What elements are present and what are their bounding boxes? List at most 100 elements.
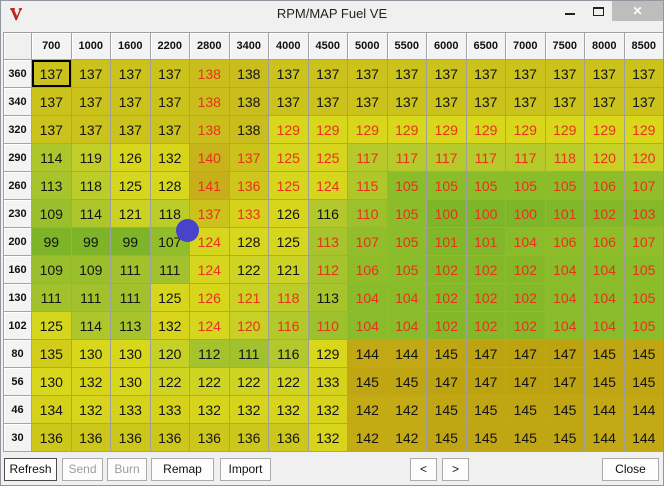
table-cell[interactable]: 129 [585, 116, 625, 144]
table-cell[interactable]: 144 [624, 396, 663, 424]
col-header-4500[interactable]: 4500 [308, 33, 348, 60]
table-cell[interactable]: 104 [545, 312, 585, 340]
table-cell[interactable]: 145 [348, 368, 388, 396]
table-cell[interactable]: 102 [466, 256, 506, 284]
table-cell[interactable]: 105 [387, 228, 427, 256]
row-header-360[interactable]: 360 [4, 60, 32, 88]
table-cell[interactable]: 137 [624, 88, 663, 116]
table-cell[interactable]: 125 [111, 172, 151, 200]
table-cell[interactable]: 104 [348, 284, 388, 312]
next-table-button[interactable]: > [442, 458, 469, 481]
table-cell[interactable]: 109 [32, 256, 72, 284]
prev-table-button[interactable]: < [410, 458, 437, 481]
table-cell[interactable]: 107 [624, 228, 663, 256]
table-cell[interactable]: 137 [71, 60, 111, 88]
col-header-2200[interactable]: 2200 [150, 33, 190, 60]
table-cell[interactable]: 102 [427, 284, 467, 312]
table-cell[interactable]: 132 [269, 396, 309, 424]
table-cell[interactable]: 120 [229, 312, 269, 340]
table-cell[interactable]: 106 [585, 172, 625, 200]
col-header-2800[interactable]: 2800 [190, 33, 230, 60]
table-cell[interactable]: 144 [585, 396, 625, 424]
table-cell[interactable]: 112 [190, 340, 230, 368]
table-cell[interactable]: 122 [150, 368, 190, 396]
table-cell[interactable]: 122 [229, 256, 269, 284]
table-cell[interactable]: 145 [427, 396, 467, 424]
table-cell[interactable]: 138 [190, 60, 230, 88]
table-cell[interactable]: 109 [32, 200, 72, 228]
col-header-6500[interactable]: 6500 [466, 33, 506, 60]
minimize-button[interactable] [555, 1, 585, 21]
table-cell[interactable]: 114 [71, 312, 111, 340]
table-cell[interactable]: 132 [150, 312, 190, 340]
table-cell[interactable]: 117 [506, 144, 546, 172]
table-cell[interactable]: 121 [111, 200, 151, 228]
table-cell[interactable]: 129 [308, 340, 348, 368]
table-cell[interactable]: 132 [229, 396, 269, 424]
table-cell[interactable]: 142 [387, 424, 427, 452]
table-cell[interactable]: 125 [269, 228, 309, 256]
table-cell[interactable]: 110 [348, 200, 388, 228]
table-cell[interactable]: 137 [32, 60, 72, 88]
table-cell[interactable]: 137 [150, 88, 190, 116]
table-cell[interactable]: 145 [387, 368, 427, 396]
table-cell[interactable]: 128 [150, 172, 190, 200]
col-header-4000[interactable]: 4000 [269, 33, 309, 60]
row-header-46[interactable]: 46 [4, 396, 32, 424]
table-cell[interactable]: 137 [506, 60, 546, 88]
table-cell[interactable]: 117 [348, 144, 388, 172]
table-cell[interactable]: 124 [190, 312, 230, 340]
col-header-700[interactable]: 700 [32, 33, 72, 60]
table-cell[interactable]: 111 [150, 256, 190, 284]
table-cell[interactable]: 109 [71, 256, 111, 284]
table-cell[interactable]: 113 [308, 284, 348, 312]
table-cell[interactable]: 99 [71, 228, 111, 256]
table-cell[interactable]: 113 [308, 228, 348, 256]
table-cell[interactable]: 137 [190, 200, 230, 228]
table-cell[interactable]: 119 [71, 144, 111, 172]
table-cell[interactable]: 138 [229, 88, 269, 116]
table-cell[interactable]: 104 [506, 228, 546, 256]
table-cell[interactable]: 100 [506, 200, 546, 228]
row-header-340[interactable]: 340 [4, 88, 32, 116]
table-cell[interactable]: 120 [150, 340, 190, 368]
table-cell[interactable]: 126 [269, 200, 309, 228]
table-cell[interactable]: 137 [585, 88, 625, 116]
col-header-3400[interactable]: 3400 [229, 33, 269, 60]
table-cell[interactable]: 117 [466, 144, 506, 172]
table-cell[interactable]: 122 [190, 368, 230, 396]
table-cell[interactable]: 145 [545, 424, 585, 452]
table-cell[interactable]: 133 [111, 396, 151, 424]
table-cell[interactable]: 141 [190, 172, 230, 200]
table-cell[interactable]: 113 [111, 312, 151, 340]
table-cell[interactable]: 136 [32, 424, 72, 452]
table-cell[interactable]: 125 [150, 284, 190, 312]
table-cell[interactable]: 102 [466, 312, 506, 340]
table-cell[interactable]: 118 [71, 172, 111, 200]
table-cell[interactable]: 132 [150, 144, 190, 172]
table-cell[interactable]: 137 [427, 60, 467, 88]
table-cell[interactable]: 125 [269, 172, 309, 200]
table-cell[interactable]: 105 [624, 284, 663, 312]
table-cell[interactable]: 118 [269, 284, 309, 312]
table-cell[interactable]: 138 [190, 88, 230, 116]
table-cell[interactable]: 111 [229, 340, 269, 368]
table-cell[interactable]: 137 [111, 116, 151, 144]
col-header-6000[interactable]: 6000 [427, 33, 467, 60]
table-cell[interactable]: 102 [506, 256, 546, 284]
col-header-7500[interactable]: 7500 [545, 33, 585, 60]
table-cell[interactable]: 111 [71, 284, 111, 312]
table-cell[interactable]: 126 [190, 284, 230, 312]
table-cell[interactable]: 137 [269, 60, 309, 88]
table-cell[interactable]: 105 [427, 172, 467, 200]
col-header-7000[interactable]: 7000 [506, 33, 546, 60]
table-cell[interactable]: 105 [387, 256, 427, 284]
table-cell[interactable]: 129 [348, 116, 388, 144]
row-header-160[interactable]: 160 [4, 256, 32, 284]
table-cell[interactable]: 107 [348, 228, 388, 256]
row-header-130[interactable]: 130 [4, 284, 32, 312]
table-cell[interactable]: 137 [71, 116, 111, 144]
table-cell[interactable]: 118 [545, 144, 585, 172]
table-cell[interactable]: 135 [32, 340, 72, 368]
col-header-1600[interactable]: 1600 [111, 33, 151, 60]
